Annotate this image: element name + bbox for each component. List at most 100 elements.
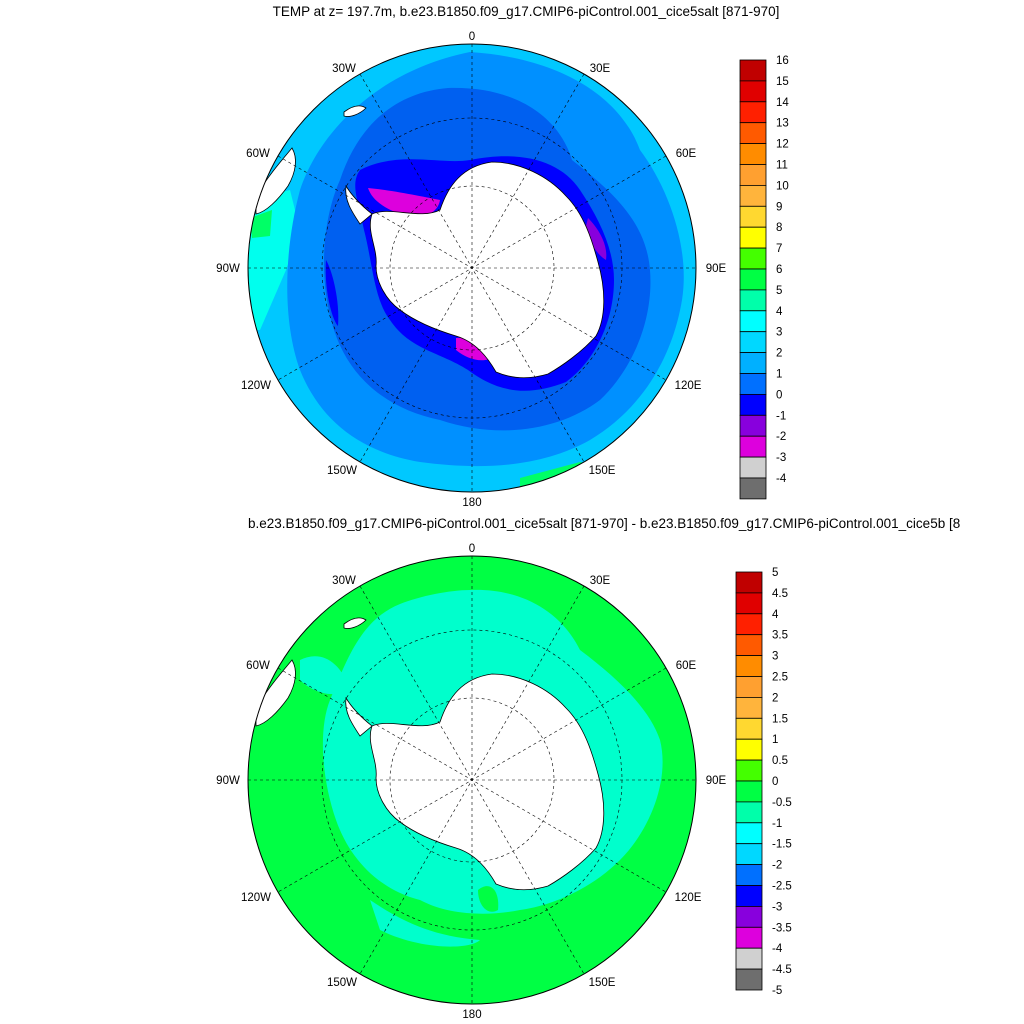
lon2-label-60w: 60W (246, 660, 270, 672)
lon-label-60w: 60W (246, 148, 270, 160)
colorbar-label: 6 (776, 264, 782, 276)
colorbar-label: -2.5 (772, 881, 792, 893)
colorbar-label: 2.5 (772, 672, 788, 684)
colorbar-swatch (735, 717, 763, 740)
panel-2-island (343, 617, 367, 629)
colorbar-label: 3 (772, 651, 778, 663)
panel-2-title: b.e23.B1850.f09_g17.CMIP6-piControl.001_… (248, 516, 960, 531)
lon-label-90w: 90W (216, 263, 240, 275)
lon-label-120w: 120W (241, 380, 271, 392)
colorbar-swatch (735, 634, 763, 657)
colorbar-swatch (735, 592, 763, 615)
colorbar-label: 2 (772, 692, 778, 704)
colorbar-swatch (735, 613, 763, 636)
colorbar-swatch (735, 676, 763, 698)
lon2-label-120w: 120W (241, 892, 271, 904)
colorbar-swatch (735, 697, 763, 719)
panel-1-violet-weddell (368, 188, 440, 218)
colorbar-label: -3.5 (772, 922, 792, 934)
panel-2: b.e23.B1850.f09_g17.CMIP6-piControl.001_… (216, 516, 960, 1021)
colorbar-label: 10 (776, 180, 789, 192)
lon2-label-180: 180 (462, 1009, 481, 1021)
colorbar-label: 1 (772, 734, 778, 746)
colorbar-swatch (739, 184, 767, 207)
colorbar-swatch (739, 289, 767, 312)
colorbar-swatch (735, 864, 763, 886)
colorbar-swatch (735, 801, 763, 824)
lon2-label-60e: 60E (676, 660, 697, 672)
colorbar-swatch (739, 456, 767, 479)
panel-1-green-patch-west (250, 210, 272, 238)
colorbar-swatch (735, 968, 763, 991)
colorbar-label: 4.5 (772, 588, 788, 600)
colorbar-swatch (735, 926, 763, 949)
lon2-label-90e: 90E (706, 775, 727, 787)
colorbar-swatch (739, 205, 767, 228)
panel-1-violet-east (586, 218, 607, 260)
colorbar-swatch (735, 885, 763, 907)
colorbar-swatch (735, 843, 763, 866)
colorbar-label: 0 (772, 776, 778, 788)
colorbar-swatch (739, 247, 767, 270)
colorbar-swatch (735, 738, 763, 761)
lon-label-150e: 150E (589, 465, 616, 477)
lon-label-30w: 30W (332, 63, 356, 75)
lon2-label-30w: 30W (332, 575, 356, 587)
colorbar-swatch (739, 122, 767, 144)
colorbar-swatch (735, 780, 763, 803)
colorbar-label: 1.5 (772, 713, 788, 725)
colorbar-label: 0 (776, 389, 782, 401)
colorbar-label: -1 (772, 818, 782, 830)
panel-1-title: TEMP at z= 197.7m, b.e23.B1850.f09_g17.C… (273, 4, 780, 19)
colorbar-swatch (739, 80, 767, 103)
lon2-label-150e: 150E (589, 977, 616, 989)
colorbar-swatch (735, 947, 763, 970)
lon2-label-30e: 30E (590, 575, 611, 587)
lon2-label-0: 0 (469, 543, 475, 555)
lon-label-120e: 120E (675, 380, 702, 392)
colorbar-label: 1 (776, 369, 782, 381)
panel-1-map (248, 44, 696, 492)
lon2-label-150w: 150W (327, 977, 357, 989)
panel-2-colorbar: 5 4.5 4 3.5 3 2.5 2 1.5 1 0.5 0 -0.5 -1 -1.5 -2 -2.5 -3 -… (735, 567, 792, 997)
colorbar-label: 15 (776, 76, 789, 88)
colorbar-swatch (739, 164, 767, 186)
colorbar-label: -3 (776, 452, 786, 464)
colorbar-swatch (735, 822, 763, 845)
colorbar-swatch (739, 226, 767, 249)
lon-label-30e: 30E (590, 63, 611, 75)
colorbar-label: -1.5 (772, 839, 792, 851)
colorbar-swatch (735, 655, 763, 677)
panel-2-map-border (247, 555, 697, 1005)
colorbar-swatch (735, 906, 763, 928)
colorbar-label: 13 (776, 118, 789, 130)
lon2-label-120e: 120E (675, 892, 702, 904)
colorbar-label: -1 (776, 410, 786, 422)
panel-2-aqua-south (370, 900, 480, 947)
colorbar-label: -0.5 (772, 797, 792, 809)
lon-label-0: 0 (469, 31, 475, 43)
colorbar-swatch (739, 59, 767, 82)
panel-2-longitude-labels: 0 30E 60E 90E 120E 150E 180 150W 120W 90… (216, 543, 726, 1021)
panel-1-south-america (255, 147, 296, 215)
colorbar-label: -4.5 (772, 964, 792, 976)
colorbar-swatch (739, 310, 767, 333)
colorbar-label: -4 (772, 943, 783, 955)
colorbar-label: 14 (776, 97, 789, 109)
colorbar-swatch (739, 268, 767, 291)
colorbar-swatch (735, 571, 763, 594)
colorbar-swatch (739, 101, 767, 124)
lon-label-150w: 150W (327, 465, 357, 477)
colorbar-label: 5 (772, 567, 778, 579)
panel-1-map-border (247, 43, 697, 493)
panel-1-graticule (248, 44, 696, 492)
colorbar-swatch (739, 373, 767, 395)
colorbar-label: 16 (776, 55, 789, 67)
panel-2-graticule (248, 556, 696, 1004)
colorbar-label: 5 (776, 285, 782, 297)
colorbar-label: -2 (776, 431, 786, 443)
panel-2-green-inlet (478, 886, 499, 912)
colorbar-label: 0.5 (772, 755, 788, 767)
